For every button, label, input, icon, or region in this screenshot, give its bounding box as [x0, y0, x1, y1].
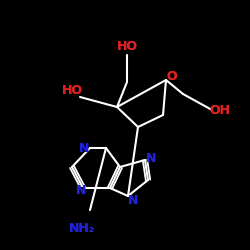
- Text: N: N: [79, 142, 89, 154]
- Text: NH₂: NH₂: [69, 222, 95, 234]
- Text: OH: OH: [210, 104, 231, 117]
- Text: N: N: [76, 184, 86, 198]
- Text: O: O: [167, 70, 177, 82]
- Text: N: N: [128, 194, 138, 206]
- FancyBboxPatch shape: [66, 86, 78, 94]
- Text: N: N: [146, 152, 156, 164]
- Text: N: N: [146, 152, 156, 164]
- Text: N: N: [76, 184, 86, 198]
- FancyBboxPatch shape: [214, 106, 226, 114]
- Text: OH: OH: [210, 104, 231, 117]
- FancyBboxPatch shape: [80, 144, 87, 152]
- FancyBboxPatch shape: [148, 154, 154, 162]
- Text: N: N: [79, 142, 89, 154]
- Text: N: N: [128, 194, 138, 206]
- FancyBboxPatch shape: [78, 187, 84, 195]
- Text: HO: HO: [62, 84, 82, 96]
- FancyBboxPatch shape: [121, 43, 133, 51]
- FancyBboxPatch shape: [130, 196, 136, 204]
- FancyBboxPatch shape: [168, 72, 175, 80]
- FancyBboxPatch shape: [74, 224, 90, 232]
- Text: HO: HO: [62, 84, 82, 96]
- Text: HO: HO: [116, 40, 138, 54]
- Text: O: O: [167, 70, 177, 82]
- Text: HO: HO: [116, 40, 138, 54]
- Text: NH₂: NH₂: [69, 222, 95, 234]
